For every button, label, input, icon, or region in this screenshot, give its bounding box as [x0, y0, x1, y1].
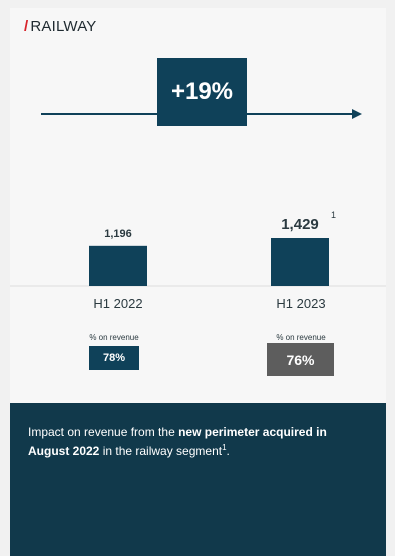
value-label-h1-2023: 1,429 — [281, 216, 319, 233]
value-label-h1-2022: 1,196 — [104, 228, 132, 240]
footer-text-part-2: in the railway segment — [99, 444, 223, 458]
category-label-h1-2022: H1 2022 — [93, 296, 143, 311]
section-title-label: RAILWAY — [30, 18, 97, 35]
revenue-share-badge-2022: 78% — [89, 346, 139, 370]
share-caption-2022: % on revenue — [89, 333, 139, 342]
revenue-share-badge-2023: 76% — [267, 343, 334, 376]
share-caption-2023: % on revenue — [276, 333, 326, 342]
section-title: / RAILWAY — [24, 18, 97, 35]
footer-text: Impact on revenue from the new perimeter… — [28, 425, 368, 459]
bar-h1-2022 — [89, 245, 147, 286]
footer-text-part-1: Impact on revenue from the — [28, 425, 179, 439]
footer-footnote-marker: 1 — [222, 443, 227, 452]
footer-panel: Impact on revenue from the new perimeter… — [10, 403, 386, 556]
growth-badge: +19% — [157, 58, 247, 126]
slash-mark: / — [24, 18, 29, 35]
category-label-h1-2023: H1 2023 — [276, 296, 326, 311]
footer-text-bold: new perimeter acquired in August 2022 — [28, 425, 327, 458]
growth-arrow-head — [352, 109, 362, 119]
footnote-marker: 1 — [331, 210, 336, 220]
footer-text-end: . — [226, 444, 230, 458]
bar-h1-2023 — [271, 238, 329, 286]
